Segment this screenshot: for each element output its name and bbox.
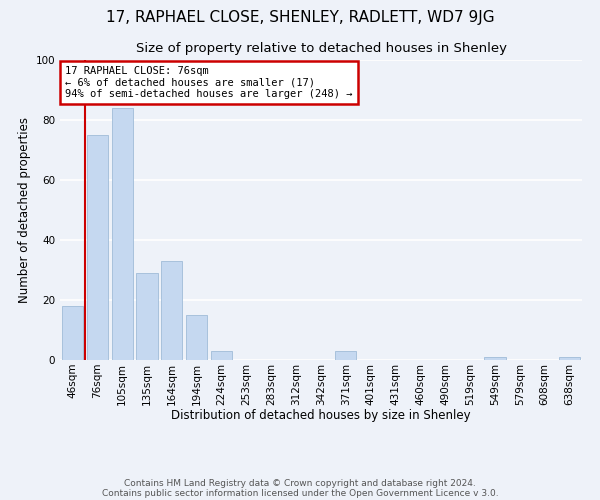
Bar	[186, 315, 207, 360]
Bar	[335, 351, 356, 360]
Bar	[559, 357, 580, 360]
Bar	[136, 273, 158, 360]
X-axis label: Distribution of detached houses by size in Shenley: Distribution of detached houses by size …	[171, 409, 471, 422]
Text: Contains public sector information licensed under the Open Government Licence v : Contains public sector information licen…	[101, 488, 499, 498]
Text: 17 RAPHAEL CLOSE: 76sqm
← 6% of detached houses are smaller (17)
94% of semi-det: 17 RAPHAEL CLOSE: 76sqm ← 6% of detached…	[65, 66, 353, 99]
Y-axis label: Number of detached properties: Number of detached properties	[19, 117, 31, 303]
Bar	[484, 357, 506, 360]
Text: Contains HM Land Registry data © Crown copyright and database right 2024.: Contains HM Land Registry data © Crown c…	[124, 478, 476, 488]
Title: Size of property relative to detached houses in Shenley: Size of property relative to detached ho…	[136, 42, 506, 54]
Text: 17, RAPHAEL CLOSE, SHENLEY, RADLETT, WD7 9JG: 17, RAPHAEL CLOSE, SHENLEY, RADLETT, WD7…	[106, 10, 494, 25]
Bar	[112, 108, 133, 360]
Bar	[211, 351, 232, 360]
Bar	[161, 261, 182, 360]
Bar	[62, 306, 83, 360]
Bar	[87, 135, 108, 360]
